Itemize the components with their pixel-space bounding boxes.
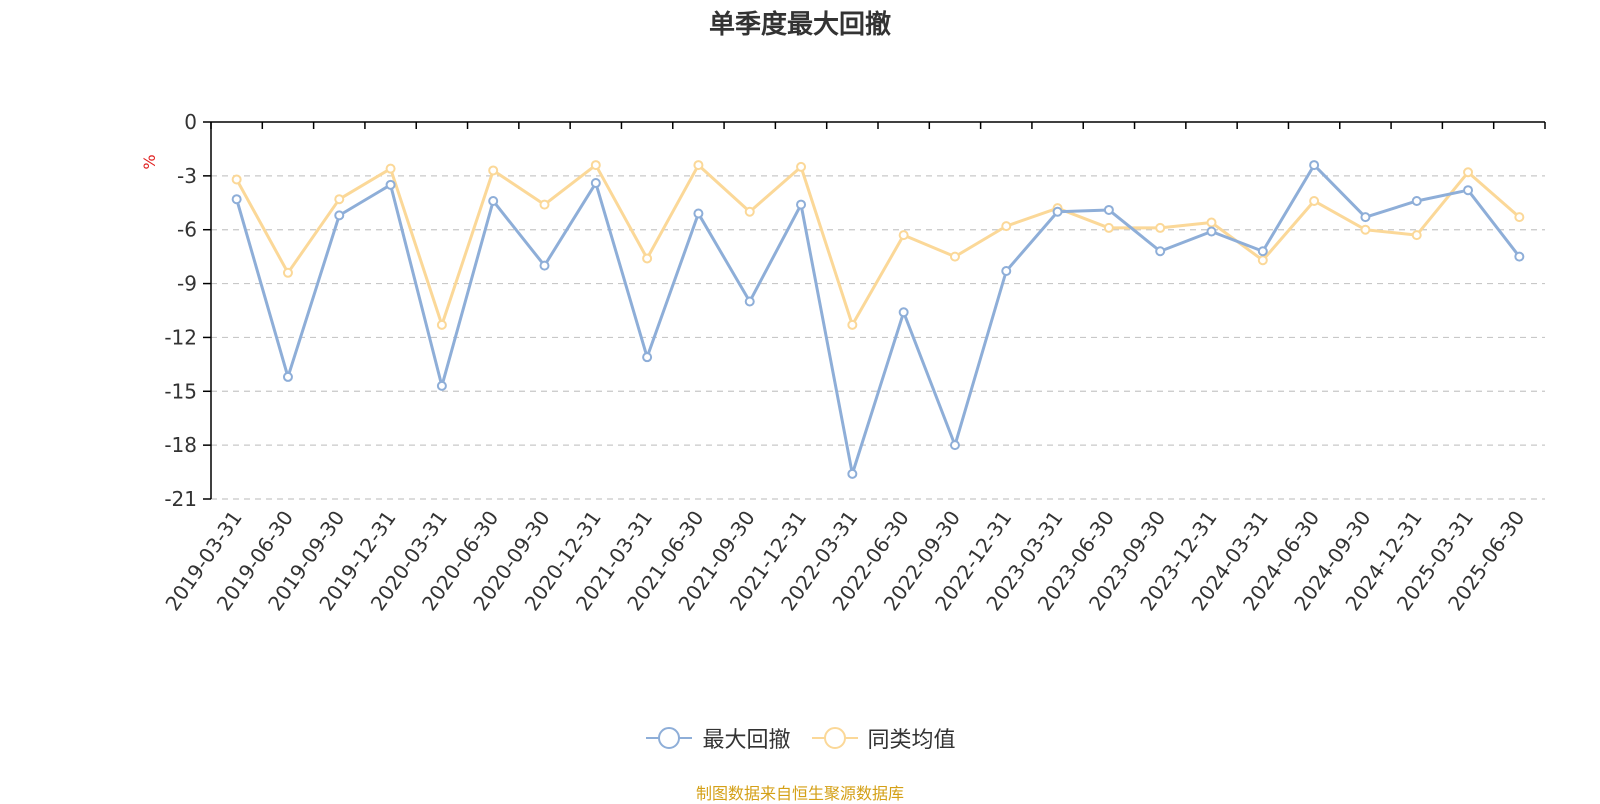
data-point (590, 178, 601, 189)
data-point (1411, 195, 1422, 206)
legend-item-max-drawdown[interactable]: 最大回撤 (644, 722, 791, 754)
series-layer (231, 160, 1525, 479)
data-point (488, 195, 499, 206)
data-point (334, 194, 345, 205)
data-point (642, 352, 653, 363)
data-point (1206, 217, 1217, 228)
y-tick-label: -12 (164, 325, 197, 349)
series-line-0 (235, 163, 1521, 476)
y-tick-label: -21 (164, 487, 197, 511)
data-point (1001, 266, 1012, 277)
data-point (1103, 204, 1114, 215)
legend-label: 最大回撤 (702, 728, 791, 753)
data-point (539, 199, 550, 210)
data-point (1514, 212, 1525, 223)
chart-area: 0-3-6-9-12-15-18-212019-03-312019-06-302… (140, 110, 1546, 615)
data-point (1257, 246, 1268, 257)
data-point (282, 371, 293, 382)
source-note: 制图数据来自恒生聚源数据库 (695, 784, 904, 803)
data-point (1463, 167, 1474, 178)
data-point (488, 165, 499, 176)
data-point (231, 194, 242, 205)
data-point (1360, 212, 1371, 223)
data-point (1514, 251, 1525, 262)
data-point (1155, 246, 1166, 257)
data-point (539, 260, 550, 271)
y-tick-label: -18 (164, 433, 197, 457)
series-line-1 (235, 163, 1521, 327)
data-point (642, 253, 653, 264)
data-point (949, 440, 960, 451)
data-point (796, 161, 807, 172)
data-point (436, 380, 447, 391)
data-point (436, 319, 447, 330)
data-point (1206, 226, 1217, 237)
chart-title: 单季度最大回撤 (708, 10, 891, 40)
data-point (693, 208, 704, 219)
data-point (898, 307, 909, 318)
data-point (744, 296, 755, 307)
y-tick-label: -9 (177, 272, 197, 296)
data-point (231, 174, 242, 185)
data-point (1103, 222, 1114, 233)
legend-label: 同类均值 (867, 728, 956, 753)
data-point (693, 160, 704, 171)
data-point (796, 199, 807, 210)
data-point (949, 251, 960, 262)
data-point (282, 267, 293, 278)
data-point (1309, 160, 1320, 171)
y-axis-unit-label: % (140, 154, 159, 169)
legend-line-circle-icon (646, 727, 693, 749)
legend: 最大回撤 同类均值 (0, 722, 1600, 757)
data-point (1309, 195, 1320, 206)
data-point (744, 206, 755, 217)
y-tick-label: -3 (177, 164, 197, 188)
y-tick-label: -6 (177, 218, 197, 242)
data-point (1463, 185, 1474, 196)
data-point (1001, 221, 1012, 232)
legend-item-peer-average[interactable]: 同类均值 (810, 722, 956, 754)
data-point (1411, 230, 1422, 241)
data-point (590, 160, 601, 171)
grid-layer (211, 175, 1545, 500)
data-point (847, 319, 858, 330)
data-point (1052, 206, 1063, 217)
data-point (1360, 224, 1371, 235)
axis-layer: 0-3-6-9-12-15-18-212019-03-312019-06-302… (160, 110, 1546, 615)
data-point (334, 210, 345, 221)
y-tick-label: 0 (184, 110, 197, 134)
data-point (385, 179, 396, 190)
data-point (385, 163, 396, 174)
data-point (1155, 222, 1166, 233)
data-point (1257, 255, 1268, 266)
data-point (898, 230, 909, 241)
legend-line-circle-icon (811, 727, 858, 749)
data-point (847, 468, 858, 479)
y-tick-label: -15 (164, 379, 197, 403)
